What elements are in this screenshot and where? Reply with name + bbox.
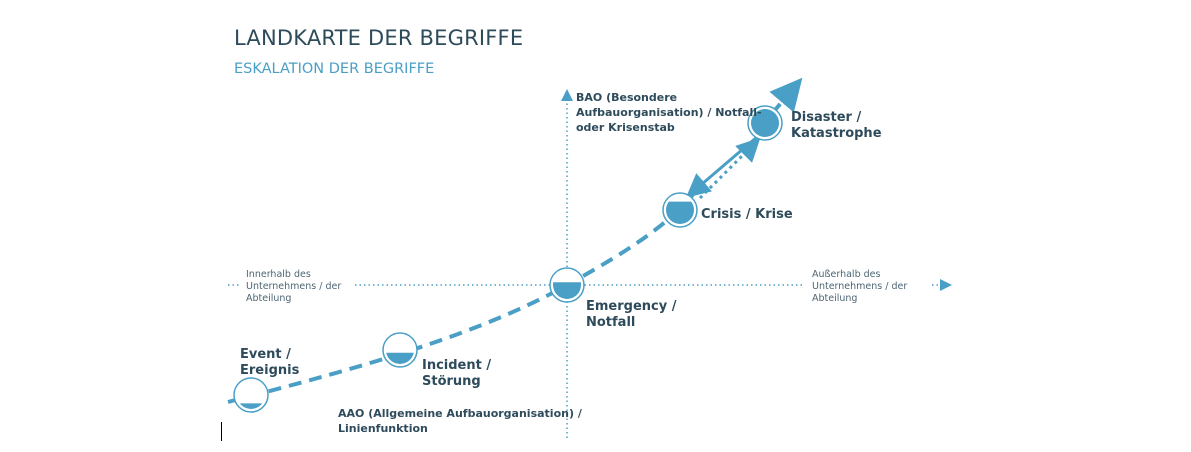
escalation-arrow bbox=[769, 77, 803, 113]
stage-fill-level bbox=[239, 403, 263, 409]
escalation-curve bbox=[227, 183, 702, 404]
text-cursor bbox=[221, 422, 222, 441]
page-subtitle: ESKALATION DER BEGRIFFE bbox=[234, 61, 435, 77]
outside-label: Außerhalb des Unternehmens / der Abteilung bbox=[812, 269, 907, 304]
escalation-dotted-arrow bbox=[698, 137, 761, 200]
stage-node-incident bbox=[382, 332, 418, 368]
stage-fill-level bbox=[751, 109, 779, 137]
stage-node-disaster bbox=[747, 105, 783, 141]
stage-node-emergency bbox=[549, 267, 585, 303]
stage-fill-level bbox=[553, 282, 581, 299]
bao-label: BAO (Besondere Aufbauorganisation) / Notf… bbox=[576, 91, 762, 134]
stage-label-event: Event / Ereignis bbox=[240, 347, 300, 378]
stage-node-crisis bbox=[662, 192, 698, 228]
stage-label-disaster: Disaster / Katastrophe bbox=[791, 110, 882, 141]
stage-label-emergency: Emergency / Notfall bbox=[586, 299, 677, 330]
stage-label-crisis: Crisis / Krise bbox=[701, 207, 793, 222]
inside-label: Innerhalb des Unternehmens / der Abteilung bbox=[246, 269, 341, 304]
stage-label-incident: Incident / Störung bbox=[422, 358, 491, 389]
stage-node-event bbox=[233, 377, 269, 413]
stage-fill-level bbox=[666, 201, 694, 224]
aao-label: AAO (Allgemeine Aufbauorganisation) / Lin… bbox=[338, 407, 583, 435]
deescalation-arrow bbox=[685, 135, 758, 198]
page-title: LANDKARTE DER BEGRIFFE bbox=[234, 26, 524, 50]
stage-fill-level bbox=[386, 352, 414, 364]
